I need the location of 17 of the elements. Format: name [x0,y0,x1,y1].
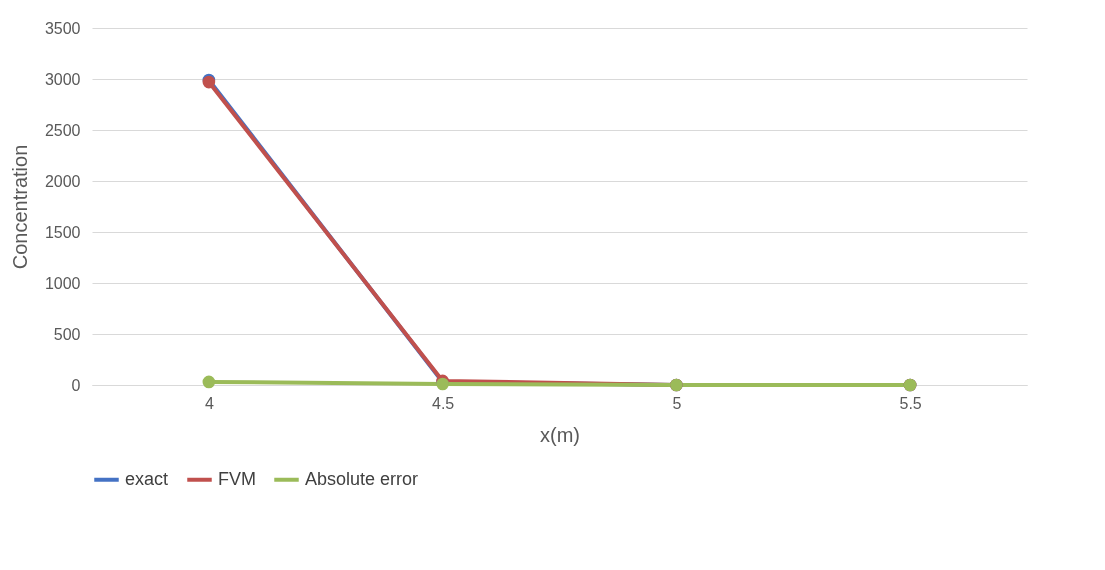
legend-label: Absolute error [305,468,419,489]
legend-label: exact [125,468,169,489]
y-tick-label: 3500 [44,19,81,37]
y-tick-label: 0 [71,376,81,394]
x-tick-label: 5 [672,394,682,412]
x-tick-label: 4 [204,394,214,412]
x-axis-title: x(m) [540,423,580,446]
y-tick-label: 2000 [44,172,81,190]
y-tick-label: 1500 [44,223,81,241]
y-axis-title: Concentration [8,144,31,270]
y-tick-label: 2500 [44,121,81,139]
x-tick-label: 5.5 [899,394,922,412]
y-tick-label: 3000 [44,70,81,88]
y-tick-label: 1000 [44,274,81,292]
legend-label: FVM [218,468,256,489]
x-tick-label: 4.5 [432,394,455,412]
y-tick-label: 500 [53,325,81,343]
